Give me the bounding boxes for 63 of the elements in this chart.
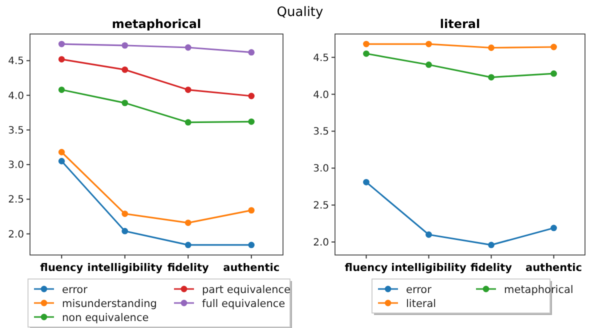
x-tick-label: fidelity [470,262,512,274]
legend-label: literal [406,298,436,310]
point [363,40,370,48]
point [550,70,557,77]
point [58,86,65,93]
point [426,40,432,48]
legend-label: non equivalence [62,312,149,324]
x-tick-label: authentic [526,262,582,274]
point [248,242,255,248]
point [122,228,128,234]
legend-label: metaphorical [504,284,574,296]
point [488,74,494,80]
y-tick-label: 3.5 [8,125,24,136]
x-tick-label: intelligibility [87,262,163,274]
y-tick-label: 2.5 [313,200,329,212]
point [248,118,255,125]
x-tick-label: fluency [344,262,388,274]
point [122,42,128,49]
point [122,100,128,106]
point [426,231,432,238]
point [184,119,192,126]
point [363,178,370,186]
point [248,49,255,56]
point [248,207,255,214]
x-tick-label: authentic [223,262,280,274]
y-tick-label: 3.5 [313,126,329,138]
point [184,44,192,51]
point [58,148,65,156]
point [122,66,128,73]
chart-title: literal [440,17,480,31]
y-tick-label: 4.5 [313,52,329,64]
point [184,86,192,93]
point [248,92,255,100]
y-tick-label: 4.5 [8,56,24,68]
point [550,224,557,232]
legend-label: misunderstanding [62,298,157,310]
y-tick-label: 4.0 [8,90,24,102]
legend-label: full equivalence [202,298,286,310]
point [426,62,432,68]
point [122,210,128,217]
point [184,220,192,226]
x-tick-label: fidelity [167,262,210,274]
point [488,44,494,51]
legend-label: error [62,284,88,296]
text: Quality [276,5,324,20]
point [550,44,557,50]
point [58,40,65,48]
x-tick-label: intelligibility [391,262,467,274]
point [58,158,65,164]
legend-label: part equivalence [202,284,290,296]
point [363,50,370,57]
x-tick-label: fluency [40,262,84,274]
point [58,56,65,62]
y-tick-label: 3.0 [313,164,329,175]
y-tick-label: 3.0 [8,160,24,172]
legend-label: error [406,284,432,296]
point [184,242,192,248]
y-tick-label: 4.0 [313,90,329,101]
point [488,242,494,248]
y-tick-label: 2.0 [8,229,24,240]
chart-title: metaphorical [112,17,202,31]
y-tick-label: 2.5 [8,194,24,206]
y-tick-label: 2.0 [313,238,329,248]
